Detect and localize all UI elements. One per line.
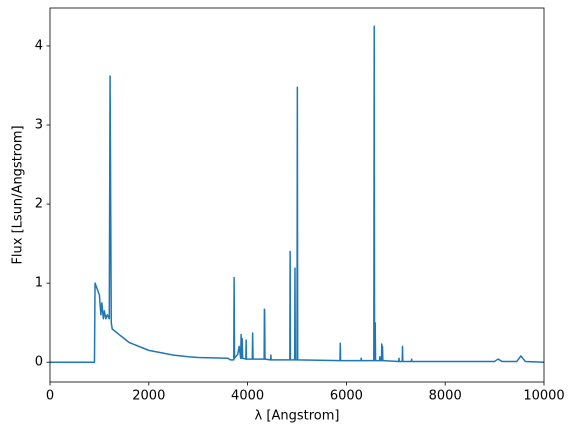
x-tick-label: 0 bbox=[46, 389, 54, 404]
x-tick-label: 4000 bbox=[231, 389, 264, 404]
x-axis-label: λ [Angstrom] bbox=[255, 409, 340, 424]
x-tick-label: 10000 bbox=[523, 389, 564, 404]
axes-frame bbox=[49, 7, 545, 383]
y-tick-label: 4 bbox=[35, 38, 43, 53]
y-tick-label: 2 bbox=[35, 197, 43, 212]
y-tick-label: 0 bbox=[35, 355, 43, 370]
y-axis-label: Flux [Lsun/Angstrom] bbox=[11, 125, 26, 264]
y-tick-label: 3 bbox=[35, 118, 43, 133]
x-tick-label: 2000 bbox=[132, 389, 165, 404]
y-tick-label: 1 bbox=[35, 276, 43, 291]
x-tick-label: 6000 bbox=[330, 389, 363, 404]
spectrum-line bbox=[50, 25, 545, 363]
x-tick-label: 8000 bbox=[429, 389, 462, 404]
